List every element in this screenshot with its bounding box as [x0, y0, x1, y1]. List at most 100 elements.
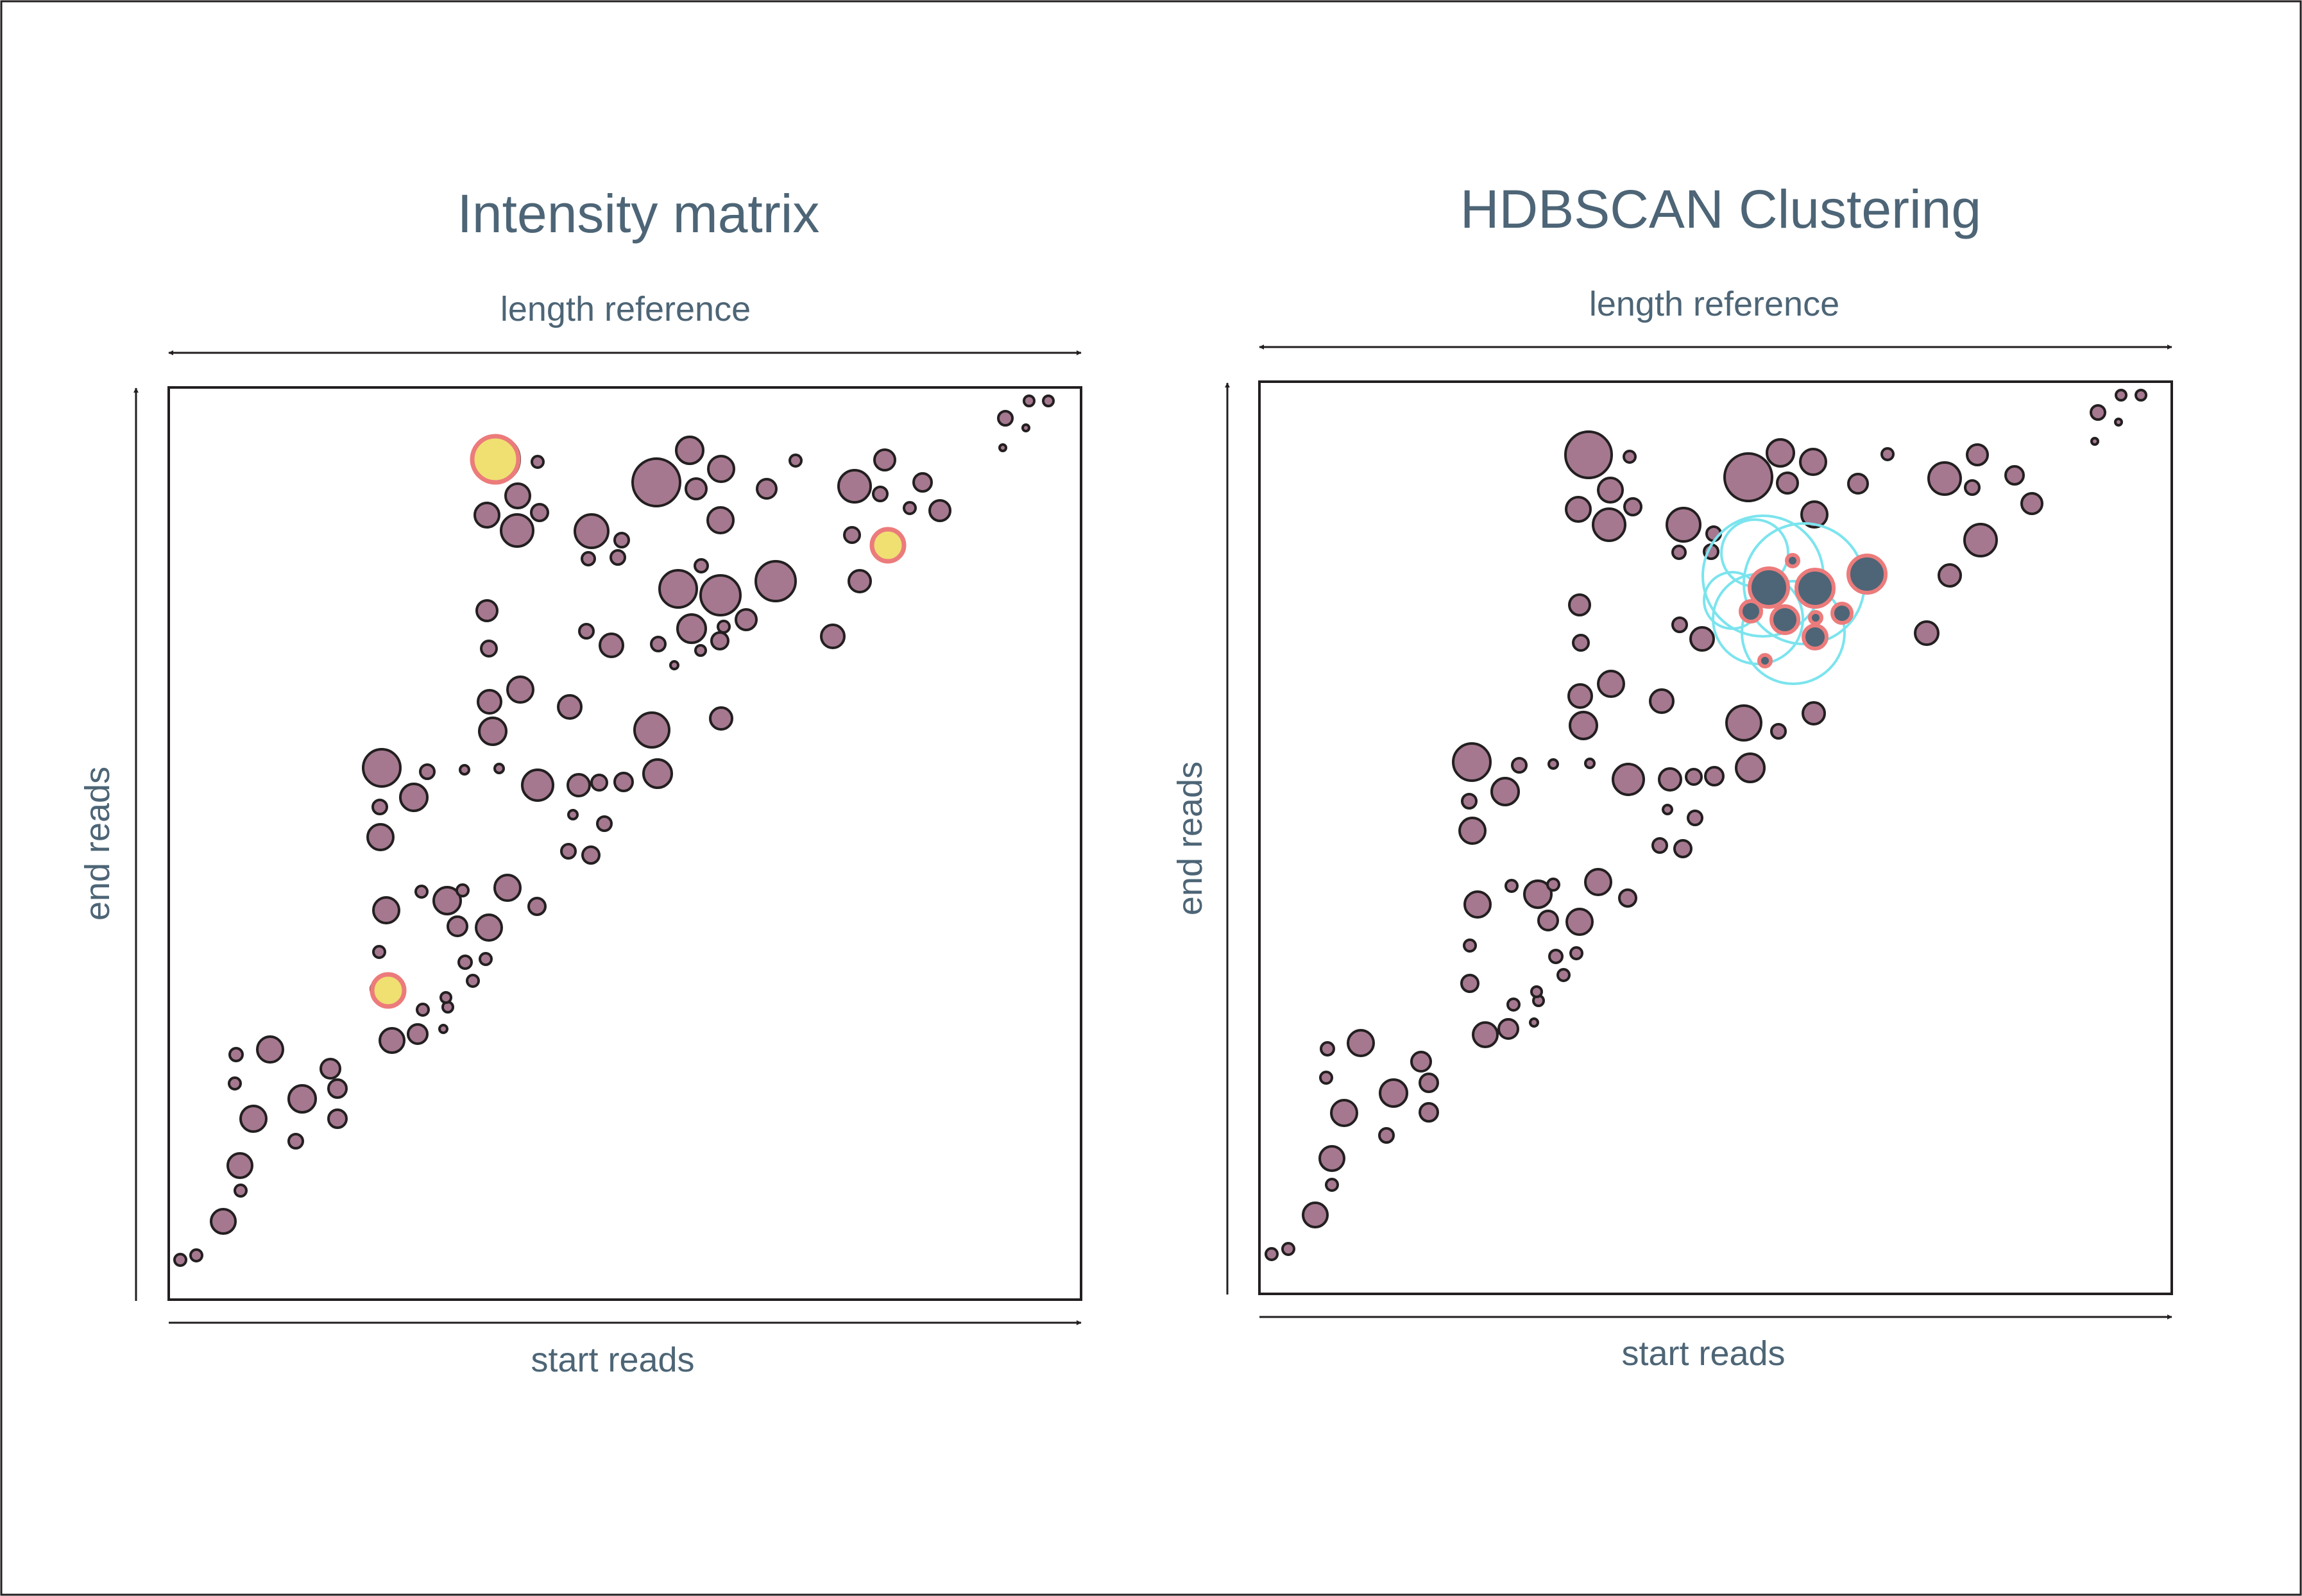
data-point	[642, 758, 673, 789]
matrix-frame	[167, 386, 1082, 1301]
data-point	[1325, 1178, 1339, 1192]
data-point	[1461, 793, 1478, 810]
data-point	[189, 1248, 203, 1262]
data-point	[504, 482, 531, 509]
data-point	[694, 644, 707, 657]
cluster-point	[1795, 568, 1836, 609]
cluster-point	[1785, 553, 1800, 568]
data-point	[493, 874, 522, 902]
data-point	[2020, 492, 2043, 515]
data-point	[1963, 523, 1998, 557]
cluster-point	[1748, 566, 1790, 609]
data-point	[599, 632, 624, 658]
cluster-point	[1802, 624, 1829, 650]
data-point	[1597, 477, 1624, 504]
data-point	[493, 763, 505, 774]
data-point	[1735, 752, 1766, 783]
data-point	[456, 883, 470, 897]
data-point	[480, 640, 498, 658]
highlighted-point	[370, 972, 407, 1009]
data-point	[1319, 1071, 1333, 1085]
data-point	[581, 551, 596, 566]
data-point	[1529, 1017, 1539, 1028]
data-point	[1302, 1201, 1329, 1228]
data-point	[228, 1076, 242, 1091]
data-point	[613, 532, 630, 548]
data-point	[755, 560, 797, 602]
data-point	[650, 636, 667, 652]
data-point	[226, 1152, 253, 1179]
data-point	[928, 499, 951, 522]
data-point	[1689, 626, 1715, 652]
data-point	[506, 675, 534, 704]
data-point	[1618, 888, 1637, 908]
data-point	[2114, 418, 2123, 427]
data-point	[675, 436, 704, 465]
data-point	[1800, 500, 1829, 529]
data-point	[1463, 938, 1477, 953]
data-point	[843, 526, 861, 544]
data-point	[521, 768, 554, 802]
data-point	[419, 763, 436, 780]
data-point	[1490, 777, 1520, 806]
data-point	[1537, 910, 1559, 931]
data-point	[1463, 890, 1492, 919]
data-point	[1802, 701, 1826, 726]
data-point	[1281, 1242, 1295, 1256]
data-point	[1776, 471, 1799, 495]
data-point	[633, 711, 670, 749]
matrix-points	[173, 395, 1055, 1267]
data-point	[210, 1208, 237, 1235]
data-point	[1914, 620, 1940, 646]
data-point	[1556, 968, 1571, 982]
data-point	[706, 506, 735, 534]
data-point	[473, 502, 500, 529]
data-point	[1472, 1021, 1499, 1048]
cluster-point	[1757, 653, 1773, 668]
data-point	[1770, 723, 1787, 740]
data-point	[416, 1003, 430, 1017]
data-point	[581, 845, 601, 865]
data-point	[432, 886, 462, 915]
data-point	[362, 748, 402, 788]
data-point	[557, 694, 583, 720]
data-point	[1704, 766, 1725, 786]
data-point	[234, 1184, 248, 1198]
data-point	[1927, 461, 1962, 496]
data-point	[1671, 616, 1688, 633]
data-point	[1505, 879, 1519, 893]
data-point	[1569, 711, 1598, 740]
data-point	[527, 897, 547, 916]
data-point	[1419, 1073, 1439, 1093]
data-point	[1458, 817, 1487, 845]
top-axis-label: length reference	[1589, 285, 1839, 323]
data-point	[596, 815, 613, 832]
data-point	[1567, 683, 1593, 709]
highlighted-point	[470, 434, 521, 485]
highlighted-point	[869, 527, 907, 564]
data-point	[459, 764, 470, 776]
cluster-point	[1808, 610, 1823, 625]
data-point	[1546, 878, 1560, 892]
data-point	[407, 1023, 429, 1045]
data-point	[1572, 634, 1590, 652]
data-point	[228, 1047, 244, 1062]
data-point	[479, 952, 493, 966]
panel-title: HDBSCAN Clustering	[1460, 179, 1981, 239]
data-point	[1568, 593, 1591, 616]
data-point	[1799, 448, 1827, 476]
data-point	[685, 477, 708, 500]
data-point	[1612, 763, 1645, 796]
data-point	[466, 974, 480, 988]
data-point	[1565, 496, 1592, 523]
data-point	[287, 1133, 304, 1150]
data-point	[320, 1058, 341, 1080]
data-point	[2090, 437, 2099, 446]
cluster-point	[1739, 599, 1763, 624]
data-point	[837, 469, 872, 504]
data-point	[1265, 1247, 1279, 1261]
data-point	[1564, 430, 1613, 479]
neighbourhood-ring	[1741, 580, 1846, 685]
data-point	[710, 631, 729, 650]
data-point	[590, 774, 608, 792]
